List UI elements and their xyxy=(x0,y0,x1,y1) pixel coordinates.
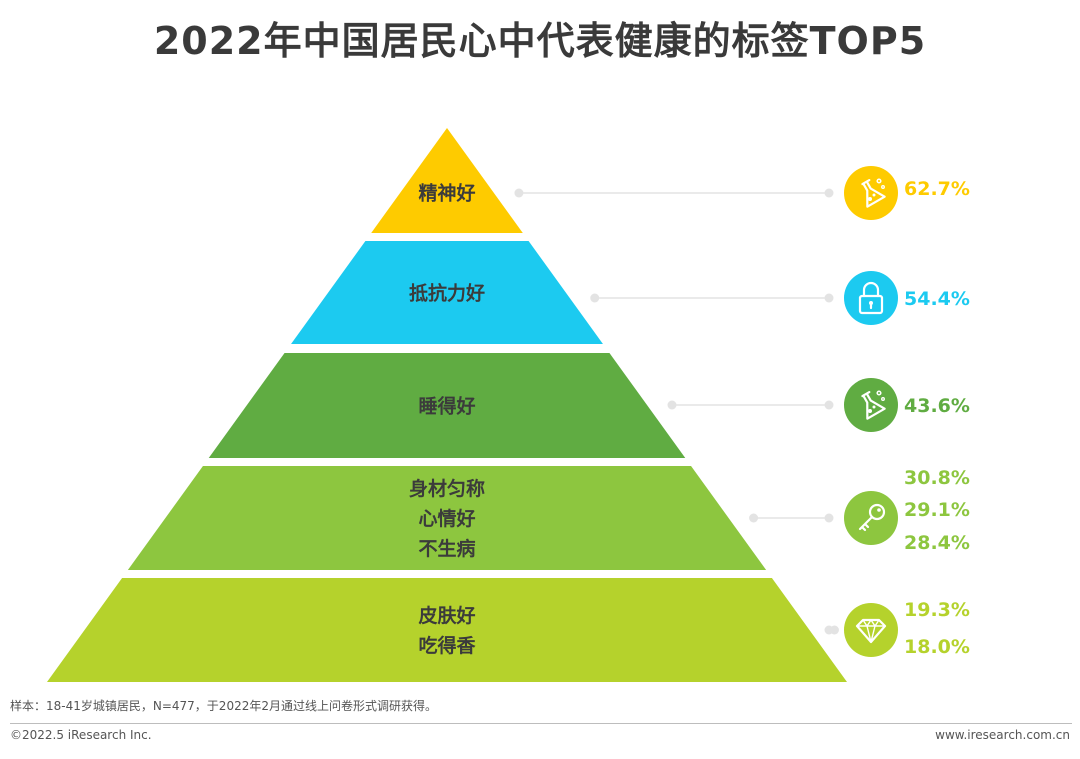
connector-dot xyxy=(824,188,834,198)
percentage-label: 62.7% xyxy=(904,178,970,200)
diamond-facets xyxy=(856,619,886,643)
connector-dot xyxy=(824,625,834,635)
diamond-icon xyxy=(844,603,898,657)
key-icon xyxy=(844,491,898,545)
tier-label: 皮肤好 xyxy=(418,604,475,627)
percentage-label: 18.0% xyxy=(904,636,970,658)
percentage-label: 29.1% xyxy=(904,499,970,521)
icon-badge xyxy=(844,166,898,220)
flask-icon xyxy=(844,378,898,432)
connector-dot xyxy=(749,513,759,523)
flask-icon xyxy=(844,166,898,220)
copyright-text: ©2022.5 iResearch Inc. xyxy=(10,728,152,742)
pyramid-tier-1 xyxy=(371,128,523,233)
pyramid-tier-4 xyxy=(127,466,767,570)
bubble xyxy=(868,409,872,413)
tier-label: 身材匀称 xyxy=(409,477,485,500)
connector-dot xyxy=(824,513,834,523)
key-head xyxy=(868,503,886,521)
website-link[interactable]: www.iresearch.com.cn xyxy=(935,728,1070,742)
pyramid-tier-2 xyxy=(291,241,603,344)
flask-shape xyxy=(861,391,886,420)
icon-badge xyxy=(844,603,898,657)
connector-dot xyxy=(514,188,524,198)
pyramid-tier-5 xyxy=(47,578,847,682)
bubble xyxy=(881,397,885,401)
icon-badge xyxy=(844,378,898,432)
connector-dot xyxy=(590,293,600,303)
tier-label: 吃得香 xyxy=(418,634,476,657)
bubble xyxy=(881,185,885,189)
tier-label: 抵抗力好 xyxy=(409,282,485,305)
tier-label: 心情好 xyxy=(418,507,475,530)
tier-label: 精神好 xyxy=(418,182,475,205)
bubble xyxy=(876,178,882,184)
percentage-label: 19.3% xyxy=(904,599,970,621)
tier-label: 不生病 xyxy=(418,537,475,560)
diamond-outline xyxy=(855,618,887,644)
lock-icon xyxy=(844,271,898,325)
percentage-label: 43.6% xyxy=(904,395,970,417)
bubble xyxy=(868,197,872,201)
connector-dot xyxy=(667,400,677,410)
pyramid-tier-3 xyxy=(208,353,686,458)
percentage-label: 28.4% xyxy=(904,532,970,554)
percentage-label: 54.4% xyxy=(904,288,970,310)
sample-note: 样本：18-41岁城镇居民，N=477，于2022年2月通过线上问卷形式调研获得… xyxy=(10,699,437,713)
tier-label: 睡得好 xyxy=(418,395,475,418)
connector-dot xyxy=(824,400,834,410)
bubble xyxy=(876,390,882,396)
lock-body xyxy=(858,294,884,315)
key-hole xyxy=(877,508,881,512)
bubble xyxy=(872,405,876,409)
icon-badge xyxy=(844,271,898,325)
percentage-label: 30.8% xyxy=(904,467,970,489)
connector-dot xyxy=(824,293,834,303)
key-shaft xyxy=(858,515,874,532)
bubble xyxy=(872,193,876,197)
lock-shackle xyxy=(862,281,880,298)
flask-shape xyxy=(861,179,886,208)
footer-divider xyxy=(10,723,1072,724)
chart-title: 2022年中国居民心中代表健康的标签TOP5 xyxy=(153,19,927,63)
